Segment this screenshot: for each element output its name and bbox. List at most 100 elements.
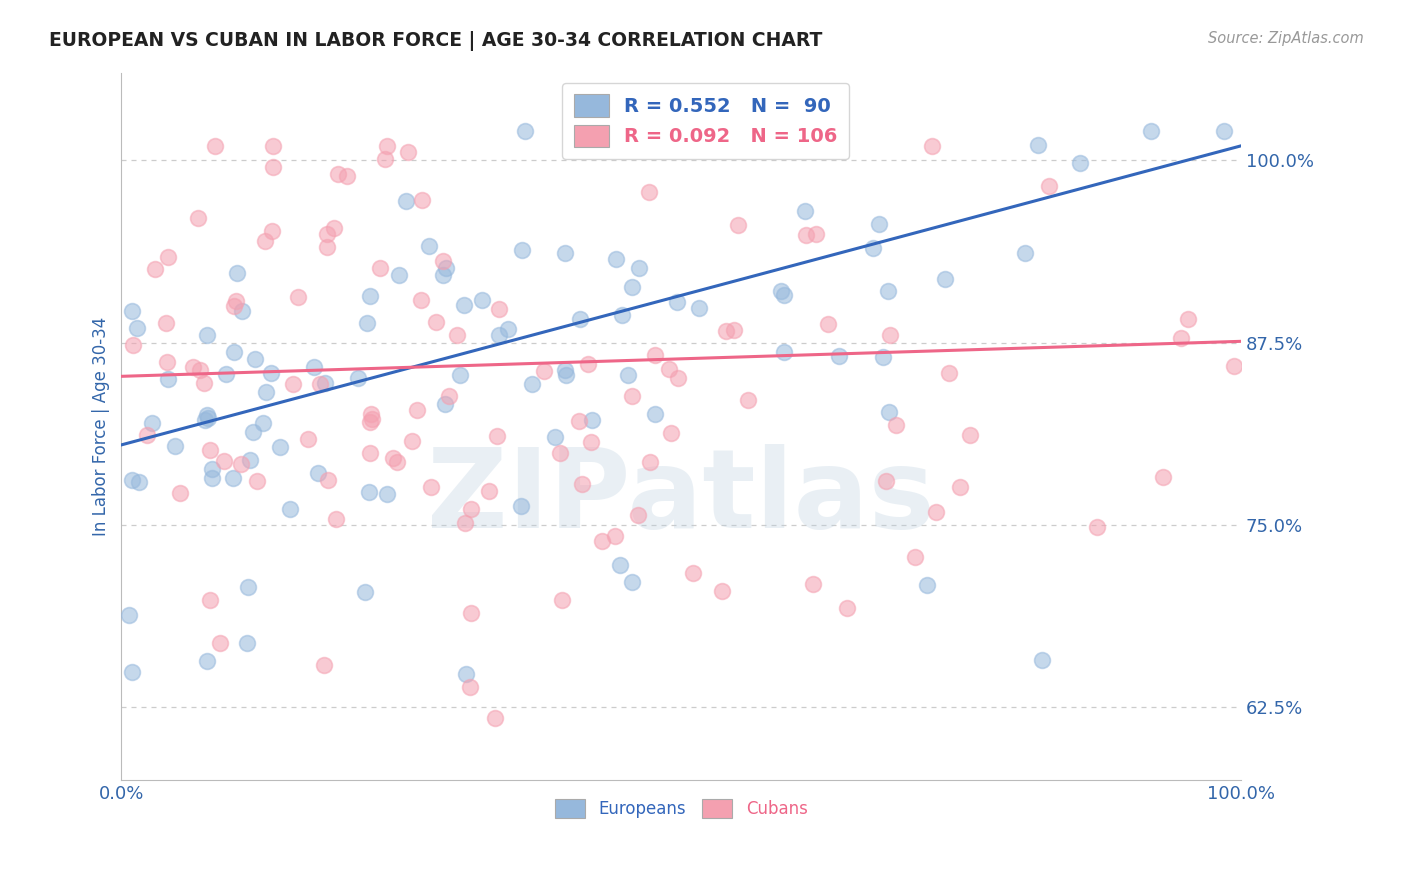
- Point: [194, 413, 217, 427]
- Point: [520, 377, 543, 392]
- Point: [222, 345, 245, 359]
- Point: [155, 317, 177, 331]
- Point: [246, 474, 269, 488]
- Point: [169, 486, 191, 500]
- Point: [658, 362, 681, 376]
- Point: [1140, 124, 1163, 138]
- Point: [568, 414, 591, 428]
- Point: [242, 425, 264, 439]
- Point: [212, 454, 235, 468]
- Point: [1038, 179, 1060, 194]
- Point: [197, 411, 219, 425]
- Point: [1085, 520, 1108, 534]
- Point: [326, 167, 349, 181]
- Point: [374, 153, 396, 167]
- Point: [616, 368, 638, 383]
- Point: [385, 455, 408, 469]
- Point: [688, 301, 710, 315]
- Point: [236, 580, 259, 594]
- Point: [382, 450, 405, 465]
- Point: [605, 528, 627, 542]
- Point: [551, 593, 574, 607]
- Point: [773, 288, 796, 302]
- Point: [446, 328, 468, 343]
- Point: [281, 376, 304, 391]
- Point: [396, 145, 419, 159]
- Point: [359, 446, 381, 460]
- Point: [921, 139, 943, 153]
- Point: [236, 635, 259, 649]
- Point: [737, 392, 759, 407]
- Point: [222, 300, 245, 314]
- Point: [612, 308, 634, 322]
- Point: [316, 240, 339, 254]
- Point: [555, 368, 578, 382]
- Point: [682, 566, 704, 580]
- Point: [1177, 311, 1199, 326]
- Point: [325, 512, 347, 526]
- Point: [316, 473, 339, 487]
- Point: [125, 321, 148, 335]
- Point: [484, 711, 506, 725]
- Point: [862, 241, 884, 255]
- Point: [225, 293, 247, 308]
- Point: [181, 359, 204, 374]
- Point: [434, 261, 457, 276]
- Point: [406, 403, 429, 417]
- Point: [1014, 246, 1036, 260]
- Point: [375, 487, 398, 501]
- Point: [1026, 137, 1049, 152]
- Point: [388, 268, 411, 282]
- Point: [262, 224, 284, 238]
- Point: [209, 636, 232, 650]
- Point: [904, 550, 927, 565]
- Point: [121, 337, 143, 351]
- Point: [143, 262, 166, 277]
- Point: [488, 328, 510, 343]
- Point: [605, 252, 627, 266]
- Y-axis label: In Labor Force | Age 30-34: In Labor Force | Age 30-34: [93, 317, 110, 536]
- Point: [770, 284, 793, 298]
- Point: [875, 474, 897, 488]
- Point: [307, 467, 329, 481]
- Point: [215, 368, 238, 382]
- Point: [460, 607, 482, 621]
- Point: [401, 434, 423, 449]
- Point: [197, 409, 219, 423]
- Point: [454, 516, 477, 530]
- Point: [478, 483, 501, 498]
- Point: [188, 363, 211, 377]
- Point: [460, 501, 482, 516]
- Point: [439, 389, 461, 403]
- Point: [454, 667, 477, 681]
- Point: [121, 304, 143, 318]
- Point: [204, 139, 226, 153]
- Point: [879, 328, 901, 343]
- Point: [201, 470, 224, 484]
- Point: [554, 362, 576, 376]
- Point: [626, 508, 648, 523]
- Point: [231, 303, 253, 318]
- Point: [1152, 470, 1174, 484]
- Point: [486, 429, 509, 443]
- Point: [576, 357, 599, 371]
- Point: [309, 377, 332, 392]
- Point: [548, 446, 571, 460]
- Point: [136, 428, 159, 442]
- Point: [336, 169, 359, 184]
- Point: [200, 462, 222, 476]
- Point: [627, 260, 650, 275]
- Point: [346, 371, 368, 385]
- Point: [458, 680, 481, 694]
- Point: [163, 439, 186, 453]
- Point: [254, 234, 277, 248]
- Point: [278, 501, 301, 516]
- Point: [411, 193, 433, 207]
- Point: [591, 534, 613, 549]
- Point: [877, 405, 900, 419]
- Point: [302, 359, 325, 374]
- Point: [727, 218, 749, 232]
- Point: [419, 480, 441, 494]
- Point: [141, 417, 163, 431]
- Point: [193, 376, 215, 390]
